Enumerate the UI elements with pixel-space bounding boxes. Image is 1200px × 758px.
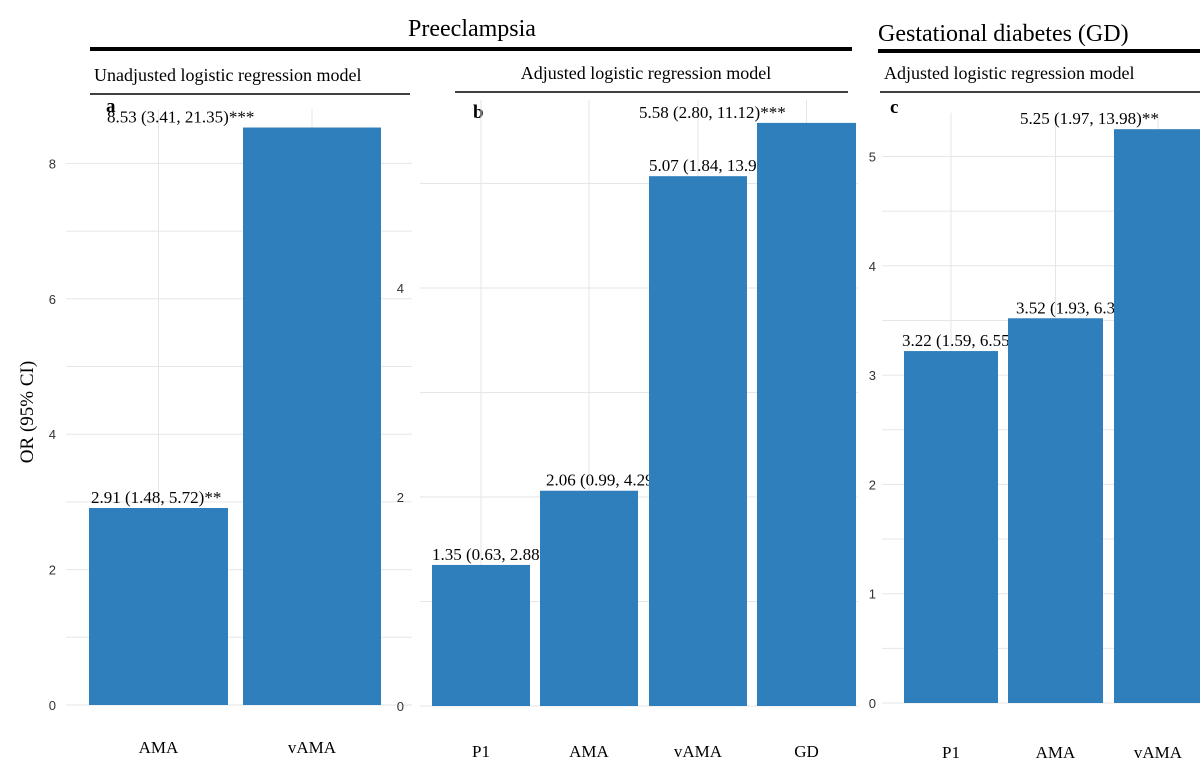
- x-category-label: vAMA: [674, 742, 723, 758]
- x-category-label: vAMA: [1134, 743, 1183, 758]
- y-tick-label: 4: [49, 427, 56, 442]
- panel-a-letter: a: [106, 96, 116, 117]
- panel-b-subtitle: Adjusted logistic regression model: [521, 63, 771, 83]
- group-title-gd: Gestational diabetes (GD): [878, 21, 1129, 47]
- bar-p1: [904, 351, 998, 703]
- bar-vama: [1114, 129, 1200, 704]
- x-category-label: AMA: [1036, 743, 1076, 758]
- bar-value-label: 3.22 (1.59, 6.55)**: [902, 331, 1032, 350]
- bar-value-label: 5.07 (1.84, 13.91)**: [649, 156, 788, 175]
- y-axis-title: OR (95% CI): [17, 361, 38, 463]
- y-tick-label: 5: [869, 150, 876, 165]
- bar-gd: [757, 122, 856, 706]
- bar-value-label: 2.06 (0.99, 4.29): [546, 471, 659, 490]
- y-tick-label: 0: [49, 698, 56, 713]
- bar-ama: [89, 507, 228, 705]
- bar-ama: [540, 490, 638, 706]
- panel-c-letter: c: [890, 97, 898, 118]
- y-tick-label: 6: [49, 292, 56, 307]
- panel-a-subtitle: Unadjusted logistic regression model: [94, 65, 361, 85]
- bar-p1: [432, 564, 530, 706]
- y-tick-label: 2: [49, 563, 56, 578]
- x-category-label: vAMA: [288, 738, 337, 757]
- y-tick-label: 2: [869, 477, 876, 492]
- x-category-label: P1: [942, 743, 960, 758]
- y-tick-label: 8: [49, 156, 56, 171]
- bar-value-label: 1.35 (0.63, 2.88): [432, 545, 545, 564]
- y-tick-label: 0: [869, 696, 876, 711]
- bar-vama: [649, 176, 747, 706]
- bar-value-label: 5.25 (1.97, 13.98)**: [1020, 109, 1159, 128]
- y-tick-label: 2: [397, 490, 404, 505]
- bar-value-label: 5.58 (2.80, 11.12)***: [639, 103, 786, 122]
- x-category-label: AMA: [139, 738, 179, 757]
- y-tick-label: 4: [397, 281, 404, 296]
- bar-value-label: 2.91 (1.48, 5.72)**: [91, 488, 221, 507]
- panel-a-plot: 0 2 4 6 8 2.91 (1.48, 5.72)** AMA 8.53 (3.41, 2…: [49, 108, 412, 757]
- group-title-preeclampsia: Preeclampsia: [408, 16, 536, 42]
- x-category-label: P1: [472, 742, 490, 758]
- panel-b-plot: 0 2 4 1.35 (0.63, 2.88) P1 2.06 (0.99, 4.29) A…: [397, 99, 858, 758]
- bar-value-label: 8.53 (3.41, 21.35)***: [107, 108, 254, 127]
- x-category-label: GD: [794, 742, 819, 758]
- y-tick-label: 4: [869, 259, 876, 274]
- bar-ama: [1008, 318, 1103, 703]
- y-tick-label: 3: [869, 368, 876, 383]
- panel-b-letter: b: [473, 102, 484, 123]
- y-tick-label: 0: [397, 699, 404, 714]
- panel-c-subtitle: Adjusted logistic regression model: [884, 63, 1134, 83]
- bar-vama: [243, 127, 381, 706]
- y-tick-label: 1: [869, 587, 876, 602]
- x-category-label: AMA: [569, 742, 609, 758]
